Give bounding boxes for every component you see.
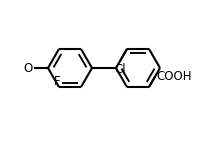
- Text: COOH: COOH: [156, 70, 191, 83]
- Text: Cl: Cl: [114, 63, 126, 76]
- Text: F: F: [54, 75, 60, 88]
- Text: O: O: [24, 62, 33, 74]
